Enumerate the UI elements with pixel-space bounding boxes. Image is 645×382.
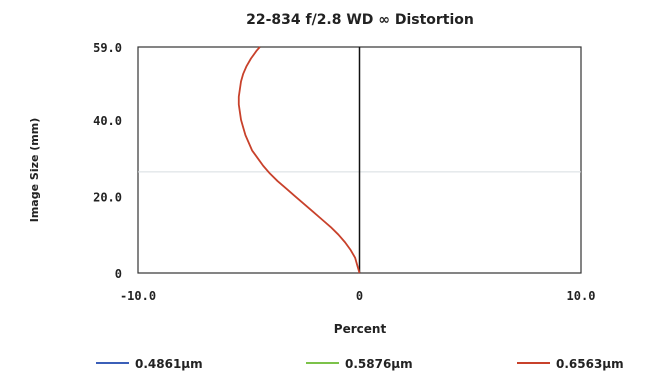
legend: 0.4861µm 0.5876µm 0.6563µm [96,357,624,371]
legend-label: 0.5876µm [345,357,413,371]
x-tick-label: -10.0 [120,289,156,303]
y-tick-label: 40.0 [93,114,122,128]
legend-label: 0.6563µm [556,357,624,371]
y-tick-label: 59.0 [93,41,122,55]
x-tick-labels: -10.0 0 10.0 [120,289,596,303]
y-axis-label: Image Size (mm) [28,118,41,223]
chart-title: 22-834 f/2.8 WD ∞ Distortion [246,12,474,28]
x-tick-label: 0 [356,289,363,303]
series-line [237,46,361,274]
y-tick-label: 0 [115,267,122,281]
y-tick-label: 20.0 [93,190,122,204]
y-tick-labels: 0 20.0 40.0 59.0 [93,41,122,281]
series-layer [237,46,361,274]
x-tick-label: 10.0 [567,289,596,303]
legend-label: 0.4861µm [135,357,203,371]
x-axis-label: Percent [334,322,387,336]
